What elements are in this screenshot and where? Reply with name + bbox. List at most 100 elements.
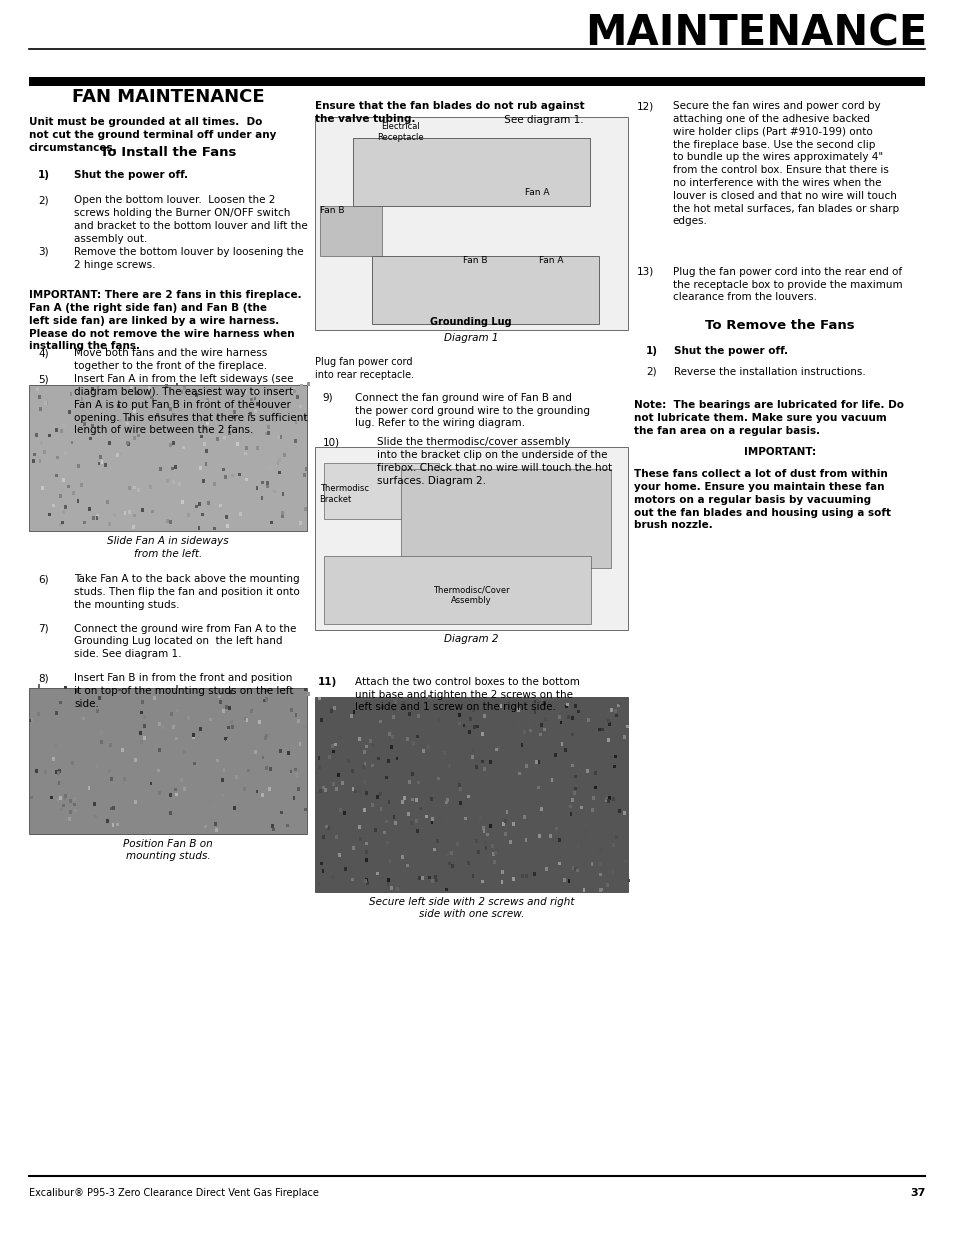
Bar	[293, 387, 295, 390]
Bar	[174, 466, 177, 469]
Bar	[245, 478, 248, 482]
Bar	[266, 484, 269, 488]
Bar	[108, 769, 111, 773]
Bar	[458, 787, 461, 790]
Bar	[215, 416, 218, 420]
Bar	[353, 710, 355, 714]
Bar	[381, 705, 384, 709]
Bar	[171, 467, 173, 471]
Bar	[300, 384, 303, 388]
Bar	[255, 789, 258, 793]
Bar	[471, 874, 474, 878]
Bar	[69, 799, 71, 803]
Bar	[232, 415, 234, 419]
Bar	[345, 830, 348, 834]
Bar	[88, 787, 91, 790]
Bar	[394, 821, 396, 825]
Bar	[431, 879, 434, 883]
Bar	[121, 748, 124, 752]
Bar	[402, 797, 405, 800]
Bar	[104, 463, 107, 467]
Bar	[61, 506, 64, 510]
Bar	[117, 404, 120, 408]
Bar	[424, 815, 427, 819]
Bar	[183, 788, 186, 792]
Bar	[100, 461, 103, 464]
Bar	[268, 464, 271, 468]
Bar	[410, 821, 413, 825]
Bar	[115, 823, 118, 826]
Bar	[573, 774, 576, 778]
Bar	[68, 485, 71, 489]
Text: Fan A: Fan A	[524, 188, 549, 196]
Bar	[140, 740, 143, 743]
Bar	[304, 506, 307, 510]
Bar	[74, 689, 77, 693]
Bar	[96, 764, 99, 768]
Bar	[126, 441, 129, 445]
Bar	[338, 808, 341, 811]
Bar	[338, 736, 341, 740]
Bar	[501, 869, 504, 873]
Bar	[481, 760, 484, 763]
Bar	[98, 468, 101, 472]
Bar	[120, 430, 123, 433]
Bar	[224, 516, 227, 520]
Bar	[457, 721, 460, 725]
Bar	[54, 743, 57, 747]
Text: These fans collect a lot of dust from within
your home. Ensure you maintain thes: These fans collect a lot of dust from wi…	[634, 469, 890, 531]
Bar	[264, 767, 267, 771]
Bar	[128, 487, 131, 490]
Bar	[612, 844, 615, 847]
Bar	[127, 442, 130, 446]
Bar	[604, 799, 607, 803]
Bar	[195, 505, 198, 509]
Bar	[249, 412, 252, 416]
Bar	[98, 695, 101, 699]
Bar	[51, 795, 53, 799]
Bar	[150, 782, 152, 785]
Bar	[136, 390, 139, 394]
Bar	[365, 790, 368, 794]
Bar	[205, 400, 208, 404]
Bar	[533, 721, 536, 725]
Bar	[610, 708, 613, 711]
Bar	[445, 852, 448, 856]
Bar	[140, 711, 143, 715]
Bar	[30, 795, 32, 799]
Bar	[143, 715, 146, 719]
Bar	[599, 888, 602, 892]
Bar	[267, 425, 270, 429]
Bar	[96, 385, 99, 389]
Text: Ensure that the fan blades do not rub against
the valve tubing.: Ensure that the fan blades do not rub ag…	[314, 101, 584, 124]
Bar	[267, 431, 270, 435]
Bar	[362, 764, 365, 768]
Bar	[182, 446, 185, 450]
Bar	[138, 688, 141, 692]
Bar	[165, 384, 168, 388]
Bar	[41, 487, 44, 490]
Bar	[29, 385, 307, 531]
Bar	[152, 398, 154, 401]
Bar	[365, 878, 368, 882]
Text: 8): 8)	[38, 673, 49, 683]
Bar	[271, 824, 274, 827]
Bar	[483, 714, 486, 718]
Bar	[265, 431, 268, 435]
Bar	[57, 771, 60, 774]
Bar	[387, 760, 390, 763]
Bar	[281, 493, 284, 496]
Bar	[118, 452, 121, 456]
Bar	[375, 795, 378, 799]
Bar	[132, 436, 135, 440]
Bar	[38, 459, 41, 463]
Bar	[534, 761, 537, 764]
Bar	[451, 863, 454, 867]
Bar	[615, 835, 618, 839]
Bar	[334, 742, 336, 746]
Bar	[180, 390, 183, 394]
Bar	[225, 705, 228, 709]
Bar	[512, 877, 515, 881]
Bar	[393, 815, 395, 819]
Bar	[492, 852, 495, 856]
